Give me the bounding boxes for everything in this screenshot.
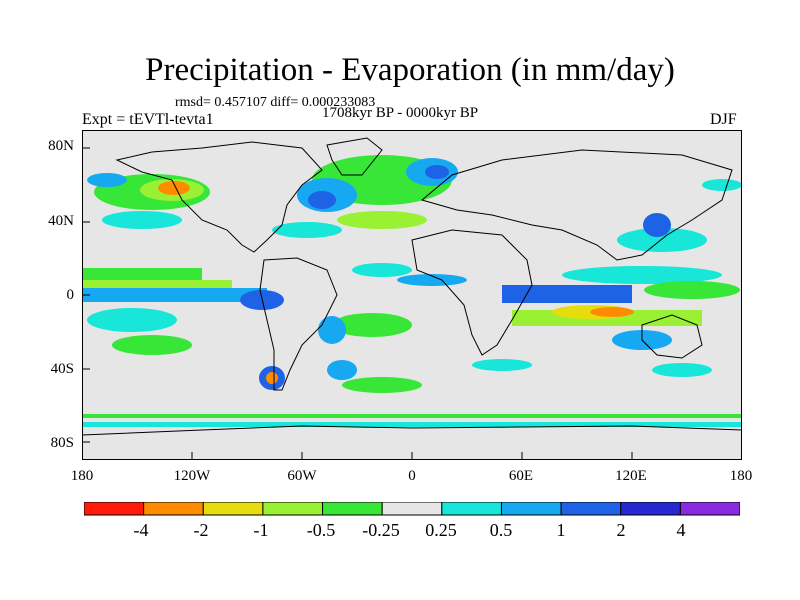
anomaly-patch xyxy=(82,288,267,302)
pe-anomaly-map xyxy=(82,130,742,460)
anomaly-patch xyxy=(82,280,232,288)
coastline-greenland xyxy=(326,137,383,176)
coastline-europe-asia xyxy=(420,149,733,261)
coastline-africa xyxy=(411,229,533,356)
anomaly-patch xyxy=(308,191,336,209)
anomaly-patch xyxy=(102,211,182,229)
colorbar xyxy=(84,502,740,516)
colorbar-label: -4 xyxy=(133,520,149,540)
anomaly-field xyxy=(82,155,742,427)
lon-label-120e: 120E xyxy=(615,468,647,484)
lat-label-40n: 40N xyxy=(48,213,74,229)
anomaly-patch xyxy=(87,173,127,187)
colorbar-cell xyxy=(500,502,562,516)
anomaly-patch xyxy=(617,228,707,252)
anomaly-patch xyxy=(397,274,467,286)
anomaly-patch xyxy=(643,213,671,237)
colorbar-cell xyxy=(202,502,264,516)
colorbar-label: 2 xyxy=(616,520,626,540)
colorbar-cell xyxy=(441,502,502,516)
anomaly-patch xyxy=(112,335,192,355)
coastline-australia xyxy=(641,314,703,359)
anomaly-patch xyxy=(425,165,449,179)
lon-label-180e: 180 xyxy=(729,468,753,484)
coastline-south-america xyxy=(259,257,338,391)
anomaly-patch xyxy=(562,266,722,284)
coastlines xyxy=(82,137,742,436)
anomaly-patch xyxy=(502,285,632,303)
coastline-antarctica xyxy=(82,425,742,436)
lon-label-0: 0 xyxy=(408,468,416,484)
lat-label-80s: 80S xyxy=(50,435,74,451)
anomaly-patch xyxy=(266,372,278,384)
colorbar-cell xyxy=(620,502,681,516)
anomaly-patch xyxy=(652,363,712,377)
colorbar-label: 1 xyxy=(556,520,566,540)
anomaly-patch xyxy=(327,360,357,380)
colorbar-cell xyxy=(679,502,740,516)
colorbar-cell xyxy=(560,502,622,516)
colorbar-cell xyxy=(143,502,204,516)
period-text: 1708kyr BP - 0000kyr BP xyxy=(322,105,479,121)
colorbar-cells xyxy=(84,502,740,516)
colorbar-cell xyxy=(262,502,324,516)
colorbar-label: 0.5 xyxy=(489,520,513,540)
colorbar-label: 0.25 xyxy=(425,520,457,540)
axis-ticks xyxy=(82,147,633,460)
colorbar-label: -2 xyxy=(193,520,209,540)
stats-text: rmsd= 0.457107 diff= 0.000233083 xyxy=(175,95,376,110)
lon-label-120w: 120W xyxy=(173,468,211,484)
anomaly-patch xyxy=(82,414,742,418)
experiment-label: Expt = tEVTl-tevta1 xyxy=(82,111,214,128)
lon-label-60e: 60E xyxy=(508,468,534,484)
chart-title: Precipitation - Evaporation (in mm/day) xyxy=(145,52,675,88)
colorbar-cell xyxy=(381,502,443,516)
lon-label-180w: 180 xyxy=(70,468,94,484)
anomaly-patch xyxy=(702,179,742,191)
anomaly-patch xyxy=(272,222,342,238)
anomaly-patch xyxy=(82,268,202,282)
lon-label-60w: 60W xyxy=(287,468,317,484)
anomaly-patch xyxy=(352,263,412,277)
lat-label-eq: 0 xyxy=(66,287,75,303)
anomaly-patch xyxy=(644,281,740,299)
anomaly-patch xyxy=(332,313,412,337)
coastline-north-america xyxy=(115,141,323,253)
anomaly-patch xyxy=(87,308,177,332)
anomaly-patch xyxy=(82,422,742,427)
anomaly-patch xyxy=(472,359,532,371)
lat-label-80n: 80N xyxy=(48,138,74,154)
anomaly-patch xyxy=(590,307,634,317)
colorbar-label: -0.25 xyxy=(362,520,400,540)
colorbar-cell xyxy=(84,502,145,516)
colorbar-label: -0.5 xyxy=(306,520,336,540)
colorbar-label: -1 xyxy=(253,520,269,540)
lat-label-40s: 40S xyxy=(50,361,74,377)
anomaly-patch xyxy=(342,377,422,393)
anomaly-patch xyxy=(158,181,190,195)
season-label: DJF xyxy=(710,111,737,128)
anomaly-patch xyxy=(318,316,346,344)
anomaly-patch xyxy=(337,211,427,229)
colorbar-label: 4 xyxy=(676,520,686,540)
map-frame xyxy=(82,130,742,460)
colorbar-cell xyxy=(322,502,383,516)
